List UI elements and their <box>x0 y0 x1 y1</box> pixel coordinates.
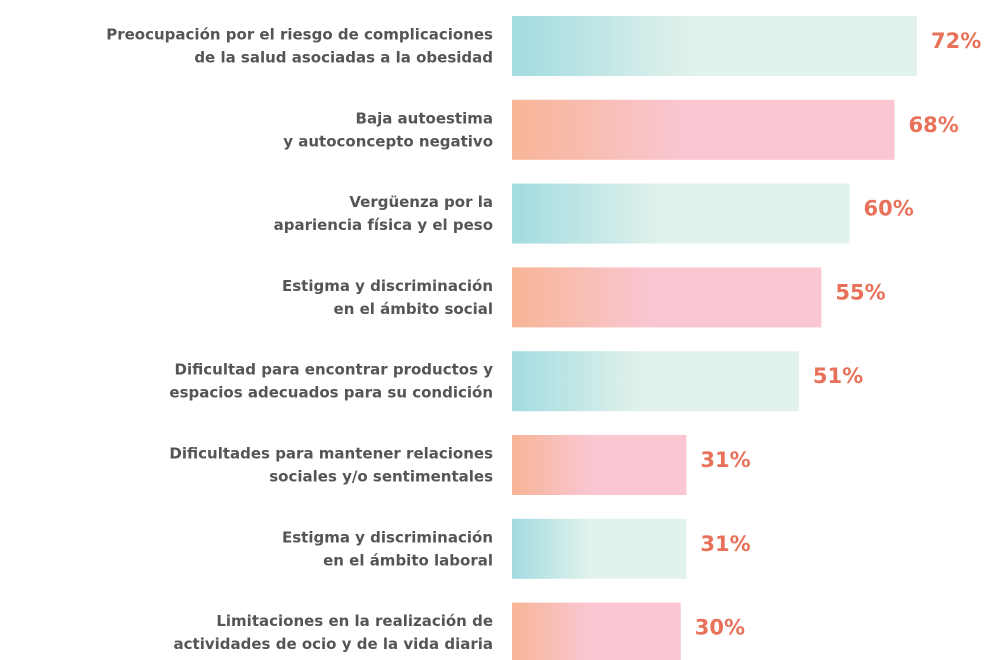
bar <box>512 518 687 579</box>
bar <box>512 602 681 660</box>
category-label: Dificultad para encontrar productos y <box>175 361 494 379</box>
category-label: Baja autoestima <box>356 109 493 127</box>
value-label: 72% <box>931 29 981 53</box>
value-label: 30% <box>695 616 745 640</box>
category-label: Limitaciones en la realización de <box>216 612 493 630</box>
category-label: apariencia física y el peso <box>274 216 493 234</box>
category-label: y autoconcepto negativo <box>283 132 493 150</box>
bar <box>512 351 799 412</box>
category-label: actividades de ocio y de la vida diaria <box>174 635 493 653</box>
category-label: Dificultades para mantener relaciones <box>169 445 493 463</box>
bar <box>512 267 822 328</box>
value-label: 31% <box>700 532 750 556</box>
value-label: 51% <box>813 364 863 388</box>
bar <box>512 183 850 244</box>
category-label: de la salud asociadas a la obesidad <box>194 49 493 67</box>
category-label: Vergüenza por la <box>349 193 493 211</box>
bar <box>512 16 917 76</box>
category-label: espacios adecuados para su condición <box>169 384 493 402</box>
value-label: 31% <box>700 448 750 472</box>
bar <box>512 99 895 160</box>
category-label: Estigma y discriminación <box>282 277 493 295</box>
category-label: Preocupación por el riesgo de complicaci… <box>106 26 493 44</box>
category-label: en el ámbito laboral <box>323 551 493 569</box>
bar <box>512 435 687 495</box>
category-label: en el ámbito social <box>334 300 493 318</box>
value-label: 68% <box>909 113 959 137</box>
value-label: 55% <box>835 280 885 304</box>
category-label: sociales y/o sentimentales <box>269 468 493 486</box>
value-label: 60% <box>864 197 914 221</box>
category-label: Estigma y discriminación <box>282 528 493 546</box>
